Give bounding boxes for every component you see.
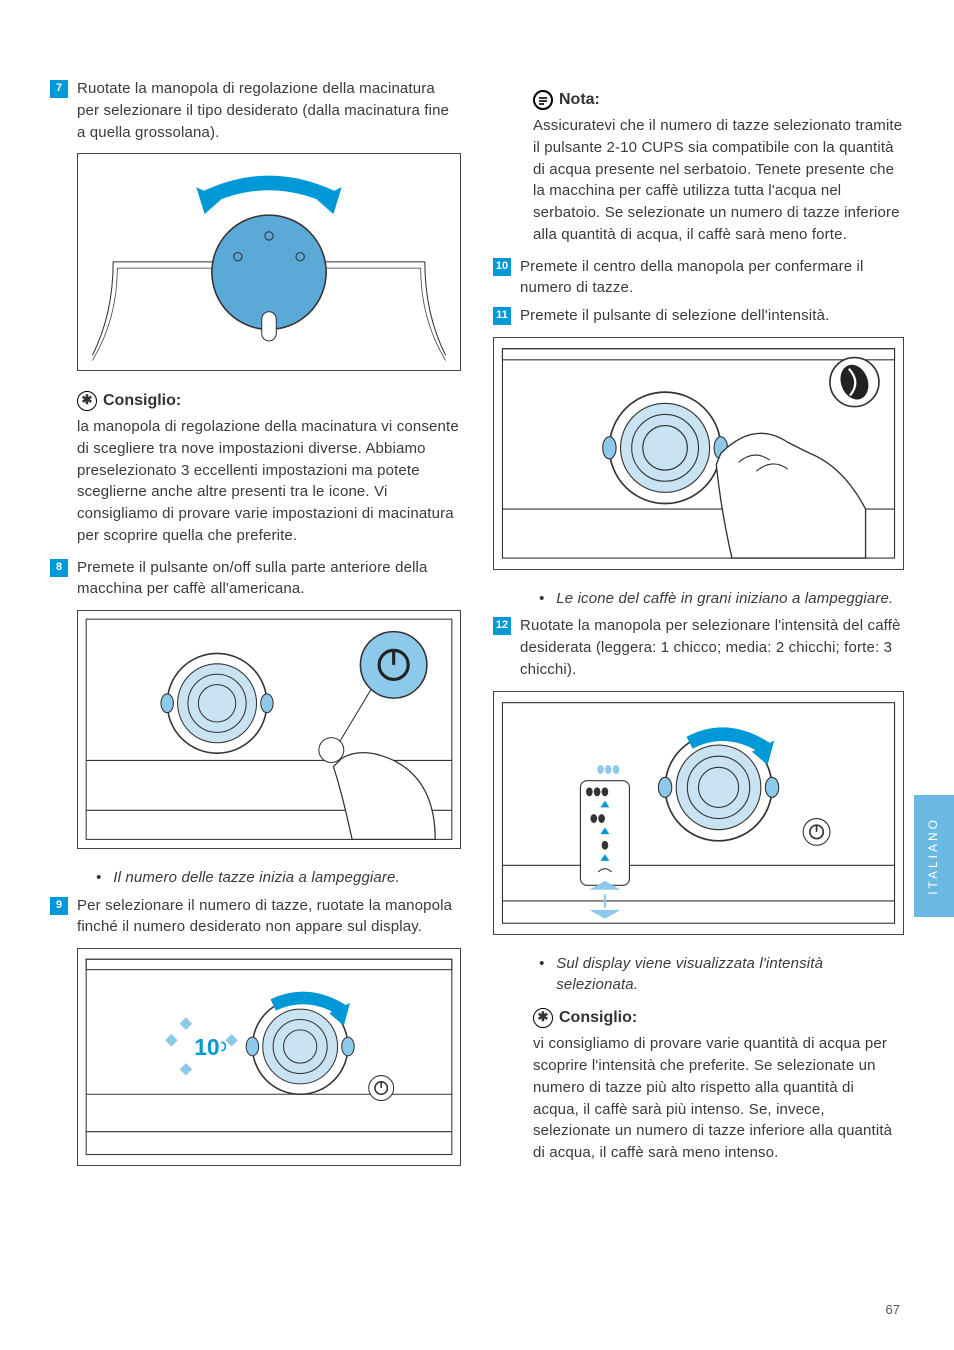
step-12: 12 Ruotate la manopola per selezionare l…	[493, 615, 904, 680]
bullet-text-1: Il numero delle tazze inizia a lampeggia…	[113, 867, 400, 889]
tip-icon: ✱	[533, 1008, 553, 1028]
right-column: Nota: Assicuratevi che il numero di tazz…	[493, 78, 904, 1184]
bullet-marker: •	[539, 953, 544, 997]
note-body: Assicuratevi che il numero di tazze sele…	[533, 115, 904, 246]
svg-text:10: 10	[194, 1034, 219, 1060]
step-7: 7 Ruotate la manopola di regolazione del…	[50, 78, 461, 143]
bullet-intensity-shown: • Sul display viene visualizzata l'inten…	[539, 953, 904, 997]
bullet-text-r1: Le icone del caffè in grani iniziano a l…	[556, 588, 893, 610]
bullet-marker: •	[539, 588, 544, 610]
note-block: Nota: Assicuratevi che il numero di tazz…	[533, 88, 904, 246]
tip-icon: ✱	[77, 391, 97, 411]
note-icon	[533, 90, 553, 110]
figure-power-button	[77, 610, 461, 849]
tip-2: ✱ Consiglio: vi consigliamo di provare v…	[533, 1006, 904, 1164]
figure-select-cups: 10	[77, 948, 461, 1166]
tip-body-2: vi consigliamo di provare varie quantità…	[533, 1033, 904, 1164]
step-number-12: 12	[493, 617, 511, 635]
step-11: 11 Premete il pulsante di selezione dell…	[493, 305, 904, 327]
step-text-7: Ruotate la manopola di regolazione della…	[77, 78, 461, 143]
page-number: 67	[886, 1301, 900, 1320]
figure-press-intensity	[493, 337, 904, 570]
tip-1: ✱ Consiglio: la manopola di regolazione …	[77, 389, 461, 547]
step-number-8: 8	[50, 559, 68, 577]
step-text-9: Per selezionare il numero di tazze, ruot…	[77, 895, 461, 939]
step-text-12: Ruotate la manopola per selezionare l'in…	[520, 615, 904, 680]
figure-grind-knob	[77, 153, 461, 371]
step-9: 9 Per selezionare il numero di tazze, ru…	[50, 895, 461, 939]
tip-title-1: Consiglio:	[103, 389, 181, 412]
step-number-11: 11	[493, 307, 511, 325]
language-tab: ITALIANO	[914, 795, 954, 917]
tip-body-1: la manopola di regolazione della macinat…	[77, 416, 461, 547]
step-8: 8 Premete il pulsante on/off sulla parte…	[50, 557, 461, 601]
bullet-marker: •	[96, 867, 101, 889]
figure-rotate-intensity	[493, 691, 904, 935]
step-text-10: Premete il centro della manopola per con…	[520, 256, 904, 300]
step-number-10: 10	[493, 258, 511, 276]
step-text-11: Premete il pulsante di selezione dell'in…	[520, 305, 829, 327]
step-10: 10 Premete il centro della manopola per …	[493, 256, 904, 300]
left-column: 7 Ruotate la manopola di regolazione del…	[50, 78, 461, 1184]
bullet-cups-flash: • Il numero delle tazze inizia a lampegg…	[96, 867, 461, 889]
tip-title-2: Consiglio:	[559, 1006, 637, 1029]
language-label: ITALIANO	[925, 817, 942, 895]
step-text-8: Premete il pulsante on/off sulla parte a…	[77, 557, 461, 601]
step-number-7: 7	[50, 80, 68, 98]
bullet-beans-flash: • Le icone del caffè in grani iniziano a…	[539, 588, 904, 610]
bullet-text-r2: Sul display viene visualizzata l'intensi…	[556, 953, 904, 997]
step-number-9: 9	[50, 897, 68, 915]
note-title: Nota:	[559, 88, 600, 111]
